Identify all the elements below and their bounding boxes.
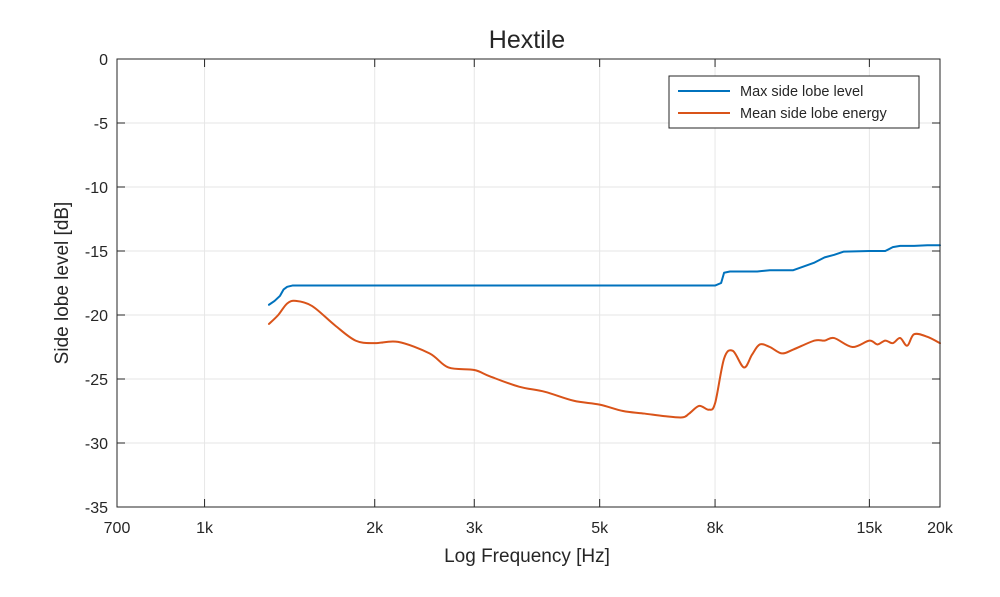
axes-box — [116, 58, 941, 508]
legend-label: Mean side lobe energy — [740, 106, 887, 122]
chart-title: Hextile — [489, 26, 565, 54]
x-tick-label: 8k — [707, 520, 725, 537]
ticks: 700 1k 2k 3k 5k 8k 15k 20k 0 -5 -10 -15 -20 -25 -30 -35 — [85, 52, 954, 537]
legend-box — [668, 75, 920, 129]
x-axis-label: Log Frequency [Hz] — [444, 546, 610, 567]
y-axis-label: Side lobe level [dB] — [52, 202, 73, 365]
x-tick-label: 1k — [196, 520, 214, 537]
y-tick-label: -25 — [85, 372, 108, 389]
plot-area — [117, 59, 940, 507]
x-tick-label: 15k — [856, 520, 883, 537]
y-tick-label: -5 — [94, 116, 108, 133]
y-tick-label: -15 — [85, 244, 108, 261]
x-tick-label: 5k — [591, 520, 609, 537]
series-line-2 — [267, 299, 941, 419]
x-tick-label: 3k — [466, 520, 484, 537]
y-tick-label: -35 — [85, 500, 108, 517]
x-tick-label: 20k — [927, 520, 954, 537]
x-tick-label: 700 — [104, 520, 131, 537]
y-tick-label: -10 — [85, 180, 108, 197]
y-tick-label: -20 — [85, 308, 108, 325]
y-tick-label: 0 — [99, 52, 108, 69]
x-tick-label: 2k — [366, 520, 384, 537]
legend: Max side lobe level Mean side lobe energy — [668, 75, 920, 129]
series-layer — [267, 244, 941, 419]
y-tick-label: -30 — [85, 436, 108, 453]
series-line-1 — [267, 244, 941, 306]
legend-label: Max side lobe level — [740, 84, 863, 100]
